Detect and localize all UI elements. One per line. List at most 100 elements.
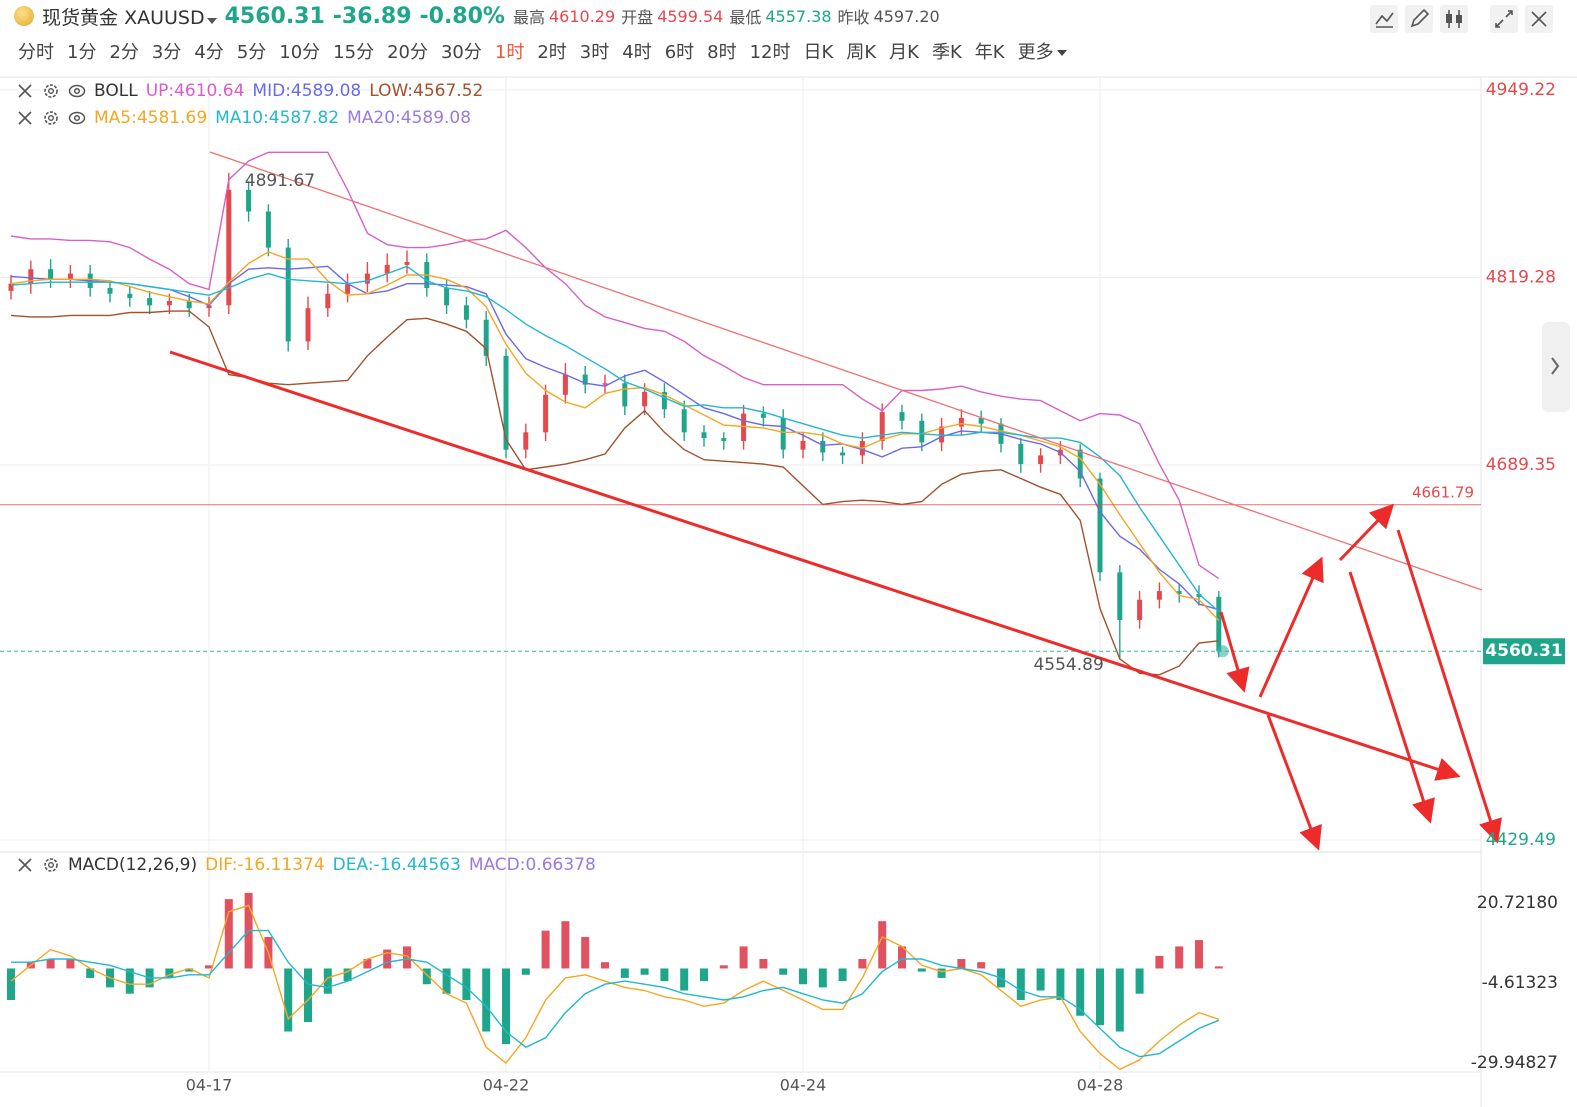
arrows — [1219, 503, 1502, 851]
collapse-tab[interactable] — [1542, 322, 1570, 412]
last-price-dot — [1216, 645, 1229, 658]
timeframe-tab[interactable]: 2时 — [537, 42, 567, 63]
tool-button[interactable] — [1440, 5, 1468, 33]
timeframe-tab[interactable]: 日K — [803, 42, 834, 63]
visibility-icon[interactable] — [68, 82, 86, 100]
macd-bar — [205, 965, 213, 969]
timeframe-tab[interactable]: 2分 — [109, 42, 139, 63]
indicator-legend: MA5:4581.69 MA10:4587.82 MA20:4589.08 — [16, 108, 471, 128]
timeframe-tab[interactable]: 1分 — [67, 42, 97, 63]
dropdown-caret — [206, 17, 217, 24]
macd-bar — [284, 968, 293, 1032]
candle-body — [899, 412, 905, 421]
timeframe-tab[interactable]: 8时 — [707, 42, 737, 63]
last-price-tag — [1483, 638, 1565, 665]
toolbar[interactable] — [1370, 5, 1553, 33]
candle-body — [1117, 572, 1123, 620]
timeframe-tab[interactable]: 5分 — [236, 42, 267, 63]
macd-bar — [383, 949, 392, 969]
macd-bar — [640, 968, 649, 975]
tool-icon — [1456, 15, 1462, 23]
visibility-icon[interactable] — [68, 109, 86, 127]
timeframe-tab[interactable]: 4分 — [194, 42, 224, 63]
symbol-icon — [14, 6, 34, 26]
settings-icon[interactable] — [42, 856, 60, 874]
arrow — [1338, 503, 1395, 562]
arrow — [1219, 611, 1250, 693]
candle-body — [820, 440, 826, 453]
candle-body — [919, 420, 925, 443]
timeframe-tab[interactable]: 1时 — [494, 42, 525, 63]
timeframe-tab[interactable]: 分时 — [18, 42, 54, 63]
candle-body — [226, 189, 232, 306]
timeframe-tab[interactable]: 年K — [974, 42, 1005, 63]
macd-bar — [660, 968, 669, 982]
last-price-label: 4560.31 — [1485, 641, 1562, 661]
macd-bar — [86, 968, 95, 978]
settings-icon[interactable] — [42, 109, 60, 127]
stat-value: 4597.20 — [873, 6, 940, 26]
candle-body — [978, 417, 984, 424]
stat-label: 最高 — [512, 8, 545, 27]
macd-bar — [561, 921, 570, 969]
timeframe-tab[interactable]: 月K — [889, 42, 919, 63]
candle-body — [1156, 591, 1162, 600]
timeframe-tab[interactable]: 6时 — [664, 42, 695, 63]
y-tick-label: 4429.49 — [1486, 830, 1556, 850]
symbol-header: 现货黄金 XAUUSD 4560.31 -36.89 -0.80% 最高 4610… — [0, 0, 942, 32]
candle-body — [1196, 593, 1202, 597]
macd-bar — [482, 968, 491, 1032]
low-annotation: 4554.89 — [1033, 655, 1103, 675]
timeframe-tab[interactable]: 3时 — [579, 42, 610, 63]
macd-bar — [1076, 968, 1085, 1016]
macd-bar — [66, 959, 75, 969]
stats: 最高 4610.29 开盘 4599.54 最低 4557.38 昨收 4597.20 — [513, 4, 942, 28]
candle-body — [127, 293, 133, 299]
close-icon[interactable] — [16, 856, 34, 874]
candle-body — [384, 264, 390, 274]
timeframe-tab[interactable]: 12时 — [749, 42, 791, 63]
candle-body — [503, 355, 509, 450]
macd-bar — [700, 968, 708, 982]
tool-button[interactable] — [1490, 5, 1518, 33]
level-label: 4661.79 — [1412, 483, 1474, 501]
timeframe-tab[interactable]: 10分 — [279, 42, 321, 63]
candle-body — [840, 452, 846, 456]
candle-body — [543, 394, 549, 433]
symbol-name[interactable]: 现货黄金 XAUUSD — [42, 3, 217, 30]
candle-body — [1176, 591, 1182, 594]
timeframe-tab[interactable]: 15分 — [333, 42, 375, 63]
macd-bar — [719, 965, 728, 969]
macd-bar — [957, 959, 966, 969]
timeframe-tab[interactable]: 季K — [931, 42, 962, 63]
macd-bar — [422, 968, 431, 985]
close-icon[interactable] — [16, 82, 34, 100]
legend-entry: MA20:4589.08 — [347, 108, 472, 128]
arrow — [1266, 714, 1322, 851]
candle-body — [483, 319, 489, 356]
stat-label: 最低 — [729, 8, 762, 27]
close-icon[interactable] — [16, 109, 34, 127]
candle-body — [602, 383, 608, 385]
macd-bar — [759, 959, 768, 969]
macd-bar — [601, 962, 609, 969]
macd-bar — [462, 968, 471, 1000]
timeframe-tab[interactable]: 30分 — [440, 42, 482, 63]
candle-body — [622, 383, 628, 407]
timeframe-tab[interactable]: 3分 — [151, 42, 182, 63]
channel-line — [169, 350, 1461, 781]
x-tick-label: 04-17 — [186, 1076, 233, 1095]
timeframe-tab[interactable]: 4时 — [622, 42, 652, 63]
candle-body — [523, 432, 529, 450]
timeframe-tab[interactable]: 更多 — [1018, 38, 1067, 64]
tool-button[interactable] — [1405, 5, 1433, 33]
timeframes: 分时 1分 2分 3分 4分 5分 10分 15分 20分 30分 1时 2时 3时 4时 6时 8时 12时日… — [18, 38, 1067, 64]
stat-value: 4610.29 — [549, 6, 616, 26]
macd-bar — [1214, 966, 1223, 969]
timeframe-tab[interactable]: 周K — [846, 42, 877, 63]
legend-entry: MA10:4587.82 — [215, 108, 340, 128]
timeframe-tab[interactable]: 20分 — [387, 42, 428, 63]
settings-icon[interactable] — [42, 82, 60, 100]
